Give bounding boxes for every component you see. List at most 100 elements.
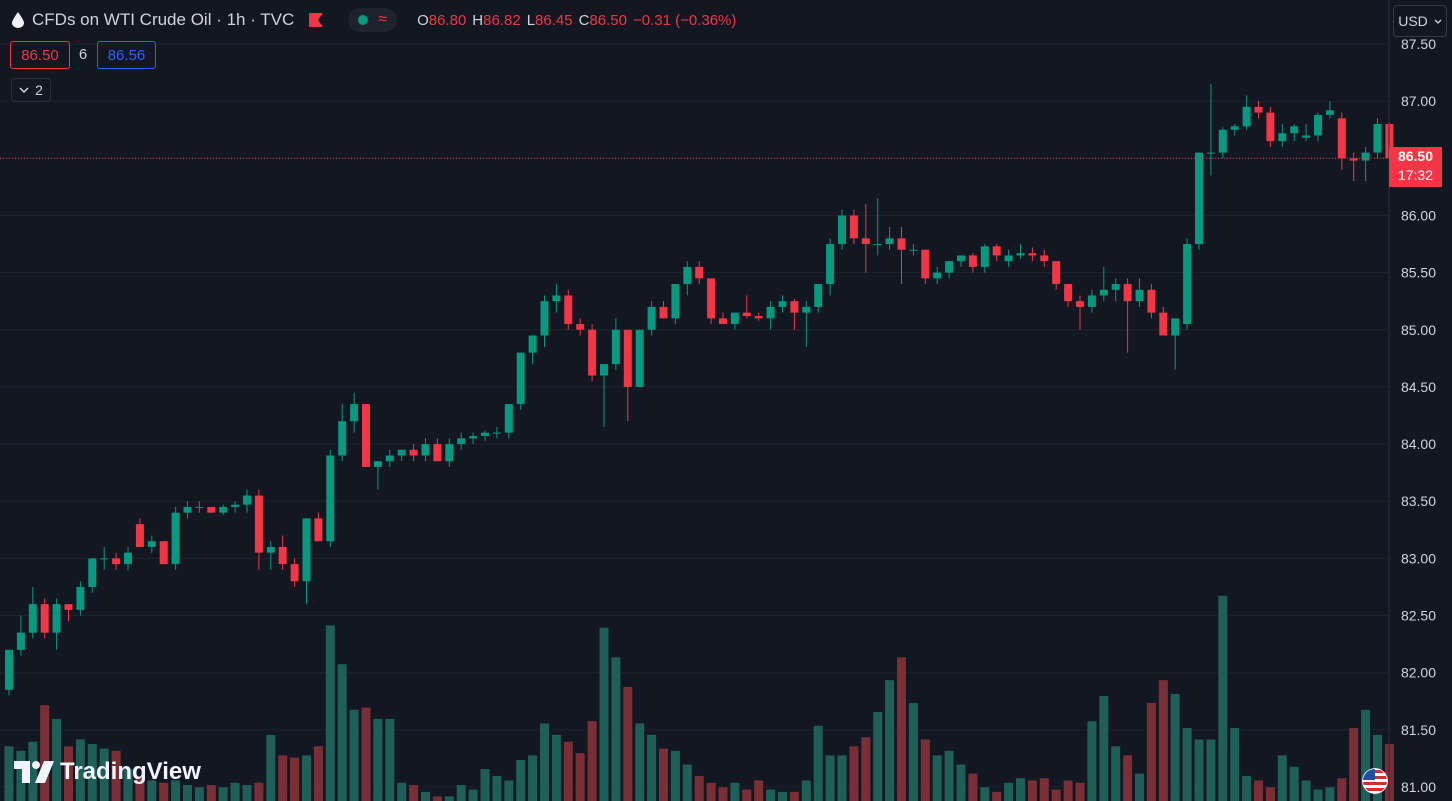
volume-bar xyxy=(730,782,740,801)
volume-bar xyxy=(825,755,835,801)
currency-selector[interactable]: USD xyxy=(1393,5,1447,37)
candle-body xyxy=(1314,114,1322,136)
volume-bar xyxy=(1277,755,1287,801)
flag-icon[interactable] xyxy=(308,13,324,27)
candle-body xyxy=(433,444,442,462)
volume-bar xyxy=(587,721,597,801)
volume-bar xyxy=(1063,780,1073,801)
candle-body xyxy=(980,246,989,267)
candle-body xyxy=(1087,295,1096,307)
candle-body xyxy=(1290,126,1299,134)
candle-body xyxy=(1135,289,1144,302)
last-price-label: 86.50 17:32 xyxy=(1389,147,1442,187)
candle-body xyxy=(171,512,180,565)
volume-bar xyxy=(385,718,395,801)
close-value: 86.50 xyxy=(589,11,627,29)
volume-bar xyxy=(135,778,145,801)
candle-body xyxy=(1064,284,1073,302)
volume-bar xyxy=(635,723,645,801)
candle-body xyxy=(600,364,608,376)
volume-bar xyxy=(1230,728,1240,801)
volume-bar xyxy=(992,791,1002,801)
volume-bar xyxy=(290,757,300,801)
chart-legend: CFDs on WTI Crude Oil · 1h · TVC ≈ O86.8… xyxy=(12,8,736,32)
candle-body xyxy=(397,449,406,456)
volume-bar xyxy=(468,789,478,801)
candle-body xyxy=(1028,253,1037,256)
candle-body xyxy=(647,306,656,330)
ohlc-values: O86.80 H86.82 L86.45 C86.50 −0.31 (−0.36… xyxy=(417,11,737,29)
volume-bar xyxy=(456,785,466,801)
sell-button[interactable]: 86.50 xyxy=(10,41,70,69)
volume-bar xyxy=(1123,755,1133,801)
chevron-down-icon xyxy=(1434,19,1442,24)
us-flag-icon[interactable] xyxy=(1362,768,1388,794)
candle-body xyxy=(326,455,335,542)
volume-bar xyxy=(1349,728,1359,801)
candle-body xyxy=(445,444,454,462)
volume-bar xyxy=(409,785,419,801)
price-tick-label: 87.50 xyxy=(1401,36,1436,52)
volume-bar xyxy=(1265,787,1275,801)
candle-body xyxy=(16,632,25,650)
volume-bar xyxy=(1111,746,1121,801)
volume-bar xyxy=(1170,693,1180,801)
candle-body xyxy=(707,278,716,319)
candle-body xyxy=(885,238,894,245)
candle-body xyxy=(314,518,323,542)
volume-bar xyxy=(694,775,704,801)
volume-bar xyxy=(302,755,311,801)
volume-bar xyxy=(1361,709,1371,801)
volume-bar xyxy=(123,769,133,801)
price-tick-label: 81.00 xyxy=(1401,779,1436,795)
candle-body xyxy=(481,432,489,437)
candle-body xyxy=(40,604,49,633)
candle-body xyxy=(1266,112,1275,142)
candle-body xyxy=(1076,301,1084,307)
candle-body xyxy=(992,246,1001,256)
volume-bar xyxy=(861,737,871,801)
volume-bar xyxy=(1289,766,1299,801)
candle-body xyxy=(588,329,597,376)
volume-bar xyxy=(980,787,990,801)
volume-bar xyxy=(278,755,288,801)
volume-bar xyxy=(230,782,240,801)
low-value: 86.45 xyxy=(535,11,573,29)
volume-bar xyxy=(563,741,573,801)
candle-body xyxy=(1361,152,1370,161)
volume-bar xyxy=(361,707,371,801)
volume-bar xyxy=(778,791,787,801)
candle-body xyxy=(1349,158,1358,161)
candle-body xyxy=(1195,152,1203,245)
candle-body xyxy=(968,255,977,267)
symbol-title[interactable]: CFDs on WTI Crude Oil · 1h · TVC xyxy=(32,10,295,29)
indicators-toggle-button[interactable]: 2 xyxy=(11,78,51,102)
candle-body xyxy=(1278,133,1287,142)
volume-bar xyxy=(444,796,454,801)
volume-bar xyxy=(111,750,121,801)
volume-bar xyxy=(4,746,14,801)
candle-body xyxy=(1123,284,1132,302)
change-value: −0.31 (−0.36%) xyxy=(632,11,737,29)
candle-body xyxy=(552,295,561,302)
volume-bar xyxy=(313,746,323,801)
candle-body xyxy=(243,495,251,505)
market-status-pill[interactable]: ≈ xyxy=(348,8,398,32)
bar-countdown: 17:32 xyxy=(1397,167,1434,183)
candle-body xyxy=(1325,110,1334,115)
volume-bar xyxy=(849,746,859,801)
tradingview-logo[interactable]: TradingView xyxy=(14,758,201,786)
volume-bar xyxy=(1135,773,1144,801)
volume-bar xyxy=(1218,595,1228,801)
volume-bar xyxy=(742,789,752,801)
buy-button[interactable]: 86.56 xyxy=(97,41,156,69)
candle-body xyxy=(564,295,573,325)
volume-bar xyxy=(1325,787,1335,801)
tradingview-logo-icon xyxy=(14,761,54,783)
volume-bar xyxy=(266,734,276,801)
volume-bar xyxy=(1075,782,1085,801)
price-tick-label: 83.50 xyxy=(1401,493,1436,509)
candle-body xyxy=(766,306,775,319)
volume-bar xyxy=(540,723,549,801)
